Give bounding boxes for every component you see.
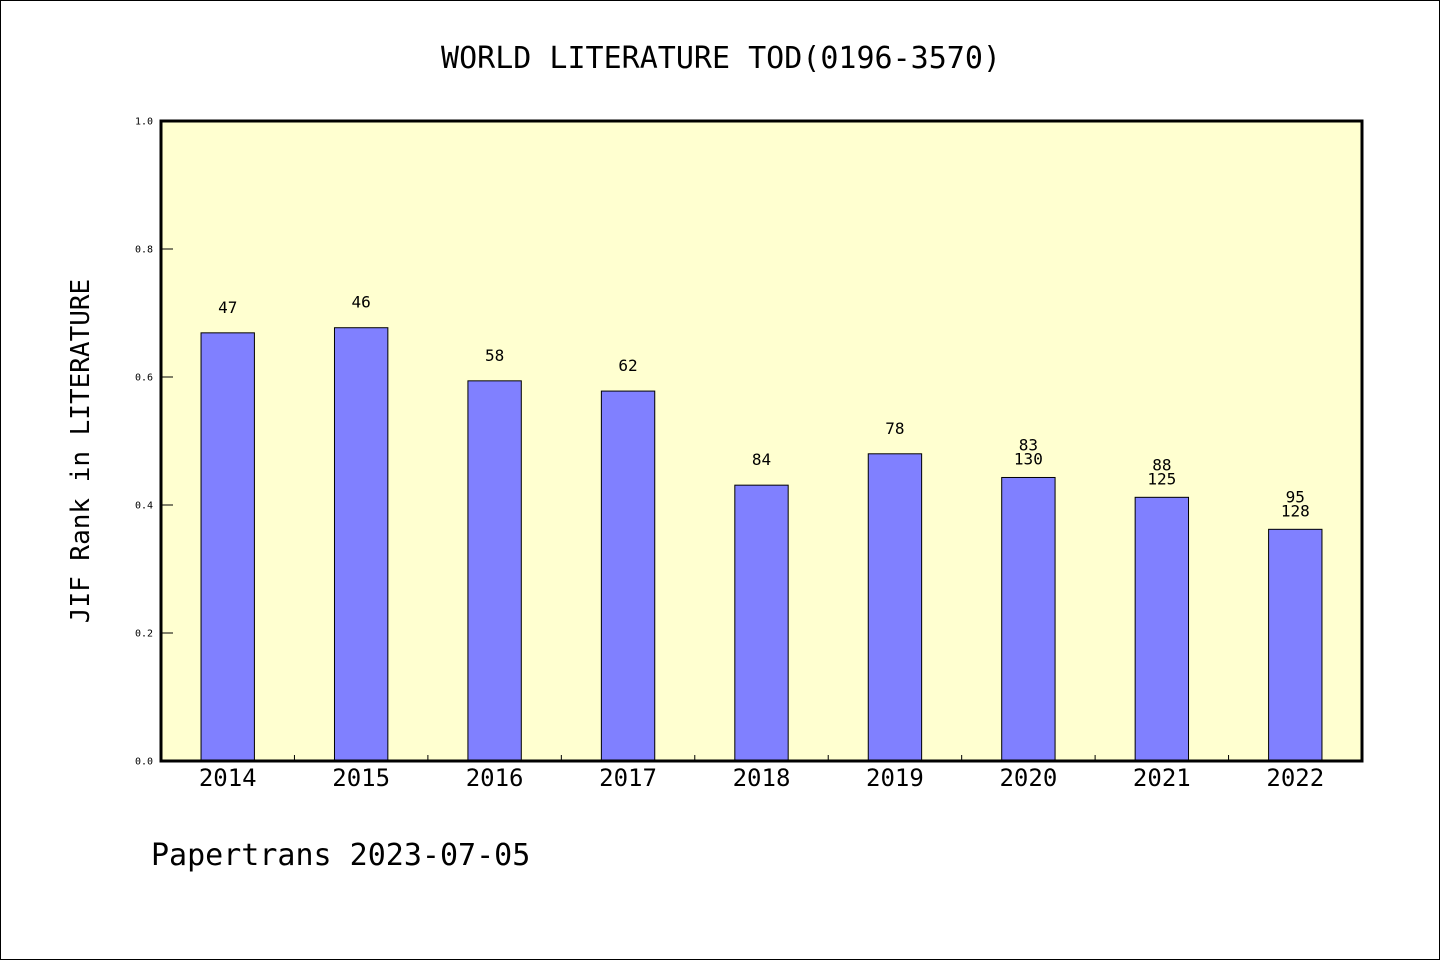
x-tick-label: 2015 [332, 764, 390, 792]
bar-data-label: 130 [1014, 449, 1043, 468]
bar-2019 [867, 453, 923, 762]
x-tick-label: 2016 [466, 764, 524, 792]
footer-text: Papertrans 2023-07-05 [151, 838, 530, 873]
bar-data-label: 84 [752, 450, 771, 469]
bar-2015 [333, 327, 389, 762]
bar-data-label: 46 [352, 293, 371, 312]
bar-data-label: 88 [1152, 455, 1171, 474]
chart-title: WORLD LITERATURE TOD(0196-3570) [441, 41, 1001, 76]
bar-data-label: 83 [1019, 435, 1038, 454]
bar-data-label: 95 [1286, 487, 1305, 506]
x-tick-label: 2014 [199, 764, 257, 792]
y-tick-label: 0.4 [135, 501, 153, 512]
bar-2016 [467, 380, 522, 762]
x-tick-label: 2021 [1133, 764, 1191, 792]
bar-data-label: 62 [618, 356, 637, 375]
x-tick-label: 2022 [1266, 764, 1324, 792]
bar-2014 [200, 332, 255, 762]
x-tick-label: 2020 [999, 764, 1057, 792]
bar-data-label: 58 [485, 346, 504, 365]
y-axis-label: JIF Rank in LITERATURE [66, 279, 96, 623]
y-tick-label: 0.2 [135, 629, 153, 640]
x-tick-label: 2017 [599, 764, 657, 792]
x-tick-label: 2019 [866, 764, 924, 792]
y-tick-label: 1.0 [135, 117, 153, 128]
bar-2017 [600, 390, 656, 762]
y-tick-label: 0.8 [135, 245, 153, 256]
x-tick-label: 2018 [733, 764, 791, 792]
bar-data-label: 78 [885, 419, 904, 438]
bar-2022 [1268, 528, 1323, 762]
bar-2021 [1134, 496, 1190, 762]
y-tick-label: 0.6 [135, 373, 153, 384]
y-tick-label: 0.0 [135, 757, 153, 768]
bar-2018 [734, 484, 789, 762]
bar-data-label: 47 [218, 298, 237, 317]
bar-data-label: 128 [1281, 501, 1310, 520]
plot-border [159, 119, 1364, 763]
bar-data-label: 125 [1147, 469, 1176, 488]
bar-2020 [1001, 476, 1056, 762]
